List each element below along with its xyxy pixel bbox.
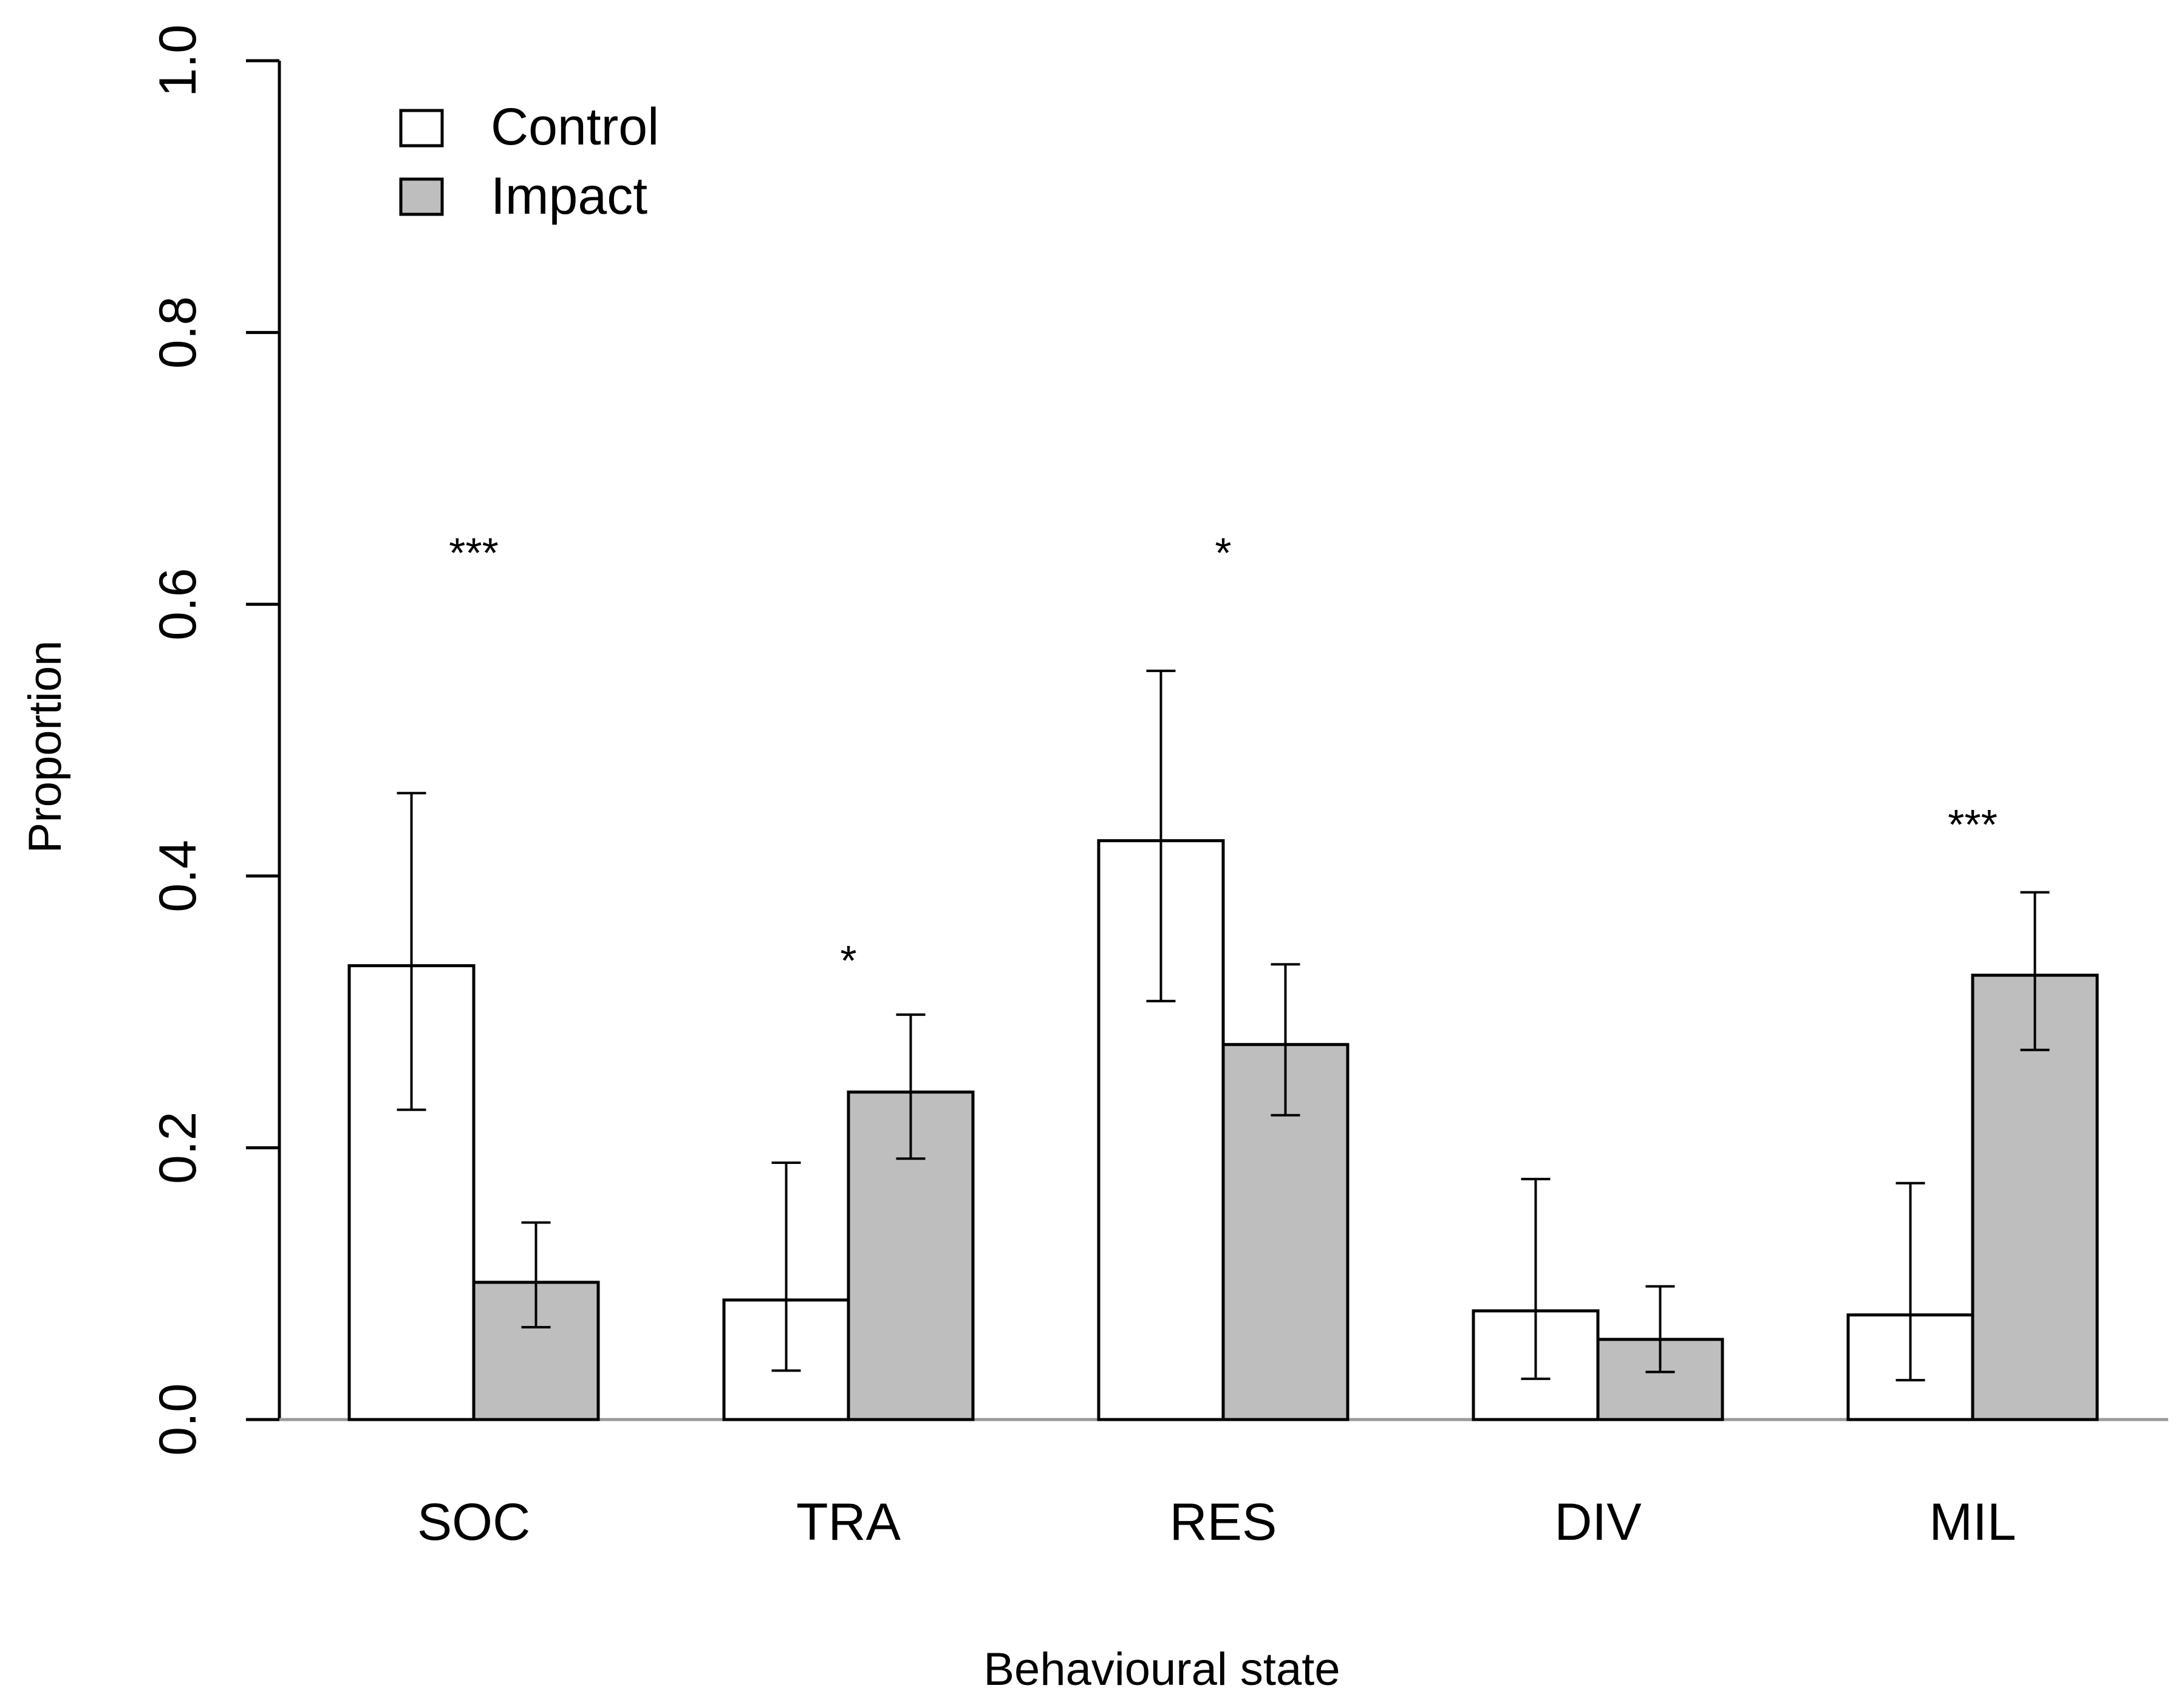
x-tick-labels: SOC TRA RES DIV MIL — [417, 1493, 2016, 1551]
error-bar-control-res — [1146, 669, 1176, 1002]
error-bar-impact-mil — [2020, 891, 2050, 1052]
legend-swatch-control — [399, 109, 444, 148]
legend-label-impact: Impact — [491, 167, 647, 225]
legend: Control Impact — [399, 98, 659, 225]
error-bar-impact-div — [1645, 1285, 1675, 1373]
x-axis-title: Behavioural state — [983, 1644, 1340, 1694]
error-bars — [397, 669, 2050, 1382]
y-axis: 0.0 0.2 0.4 0.6 0.8 1.0 — [149, 24, 281, 1456]
y-tick-label: 0.8 — [149, 296, 207, 369]
y-tick-label: 0.4 — [149, 840, 207, 913]
y-tick-label: 0.2 — [149, 1112, 207, 1185]
error-bar-control-tra — [771, 1162, 801, 1372]
y-tick-label: 1.0 — [149, 24, 207, 97]
legend-swatch-impact — [399, 177, 444, 216]
y-tick-label: 0.0 — [149, 1383, 207, 1456]
bars — [347, 839, 2099, 1421]
x-tick-label-tra: TRA — [796, 1493, 901, 1551]
error-bar-control-soc — [397, 792, 426, 1111]
significance-mil: *** — [1948, 801, 1998, 848]
error-bar-control-mil — [1896, 1182, 1925, 1382]
x-tick-label-res: RES — [1170, 1493, 1277, 1551]
significance-soc: *** — [449, 529, 499, 576]
y-axis-title: Proportion — [19, 641, 71, 854]
x-tick-label-mil: MIL — [1929, 1493, 2016, 1551]
x-tick-label-soc: SOC — [417, 1493, 530, 1551]
error-bar-impact-res — [1271, 963, 1300, 1117]
error-bar-control-div — [1521, 1177, 1551, 1380]
error-bar-impact-soc — [521, 1221, 551, 1328]
y-tick-label: 0.6 — [149, 568, 207, 641]
legend-label-control: Control — [491, 98, 659, 156]
significance-res: * — [1215, 529, 1231, 576]
x-tick-label-div: DIV — [1554, 1493, 1641, 1551]
significance-annotations: ******** — [449, 529, 1998, 984]
error-bar-impact-tra — [896, 1013, 926, 1160]
significance-tra: * — [840, 937, 856, 984]
